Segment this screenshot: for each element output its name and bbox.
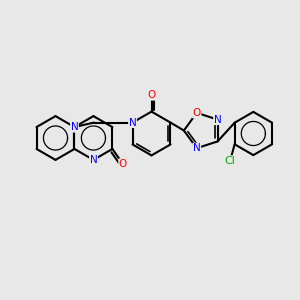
- Text: O: O: [147, 90, 156, 100]
- Text: O: O: [193, 108, 201, 118]
- Text: N: N: [193, 143, 201, 153]
- Text: N: N: [214, 115, 221, 124]
- Text: N: N: [129, 118, 136, 128]
- Text: Cl: Cl: [225, 156, 236, 166]
- Text: N: N: [70, 122, 78, 132]
- Text: O: O: [119, 159, 127, 169]
- Text: N: N: [90, 155, 97, 165]
